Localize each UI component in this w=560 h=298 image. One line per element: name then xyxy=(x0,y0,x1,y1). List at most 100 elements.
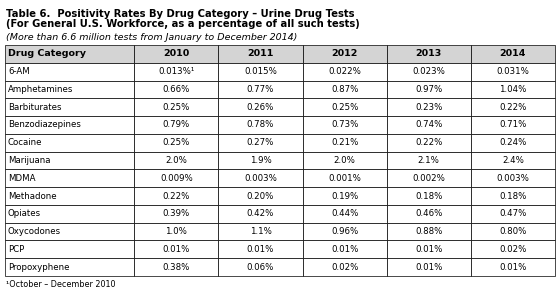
Bar xyxy=(471,134,555,152)
Text: Amphetamines: Amphetamines xyxy=(8,85,73,94)
Text: Oxycodones: Oxycodones xyxy=(8,227,61,236)
Text: 1.1%: 1.1% xyxy=(250,227,272,236)
Bar xyxy=(134,134,218,152)
Text: 0.87%: 0.87% xyxy=(331,85,358,94)
Text: 2011: 2011 xyxy=(248,49,274,58)
Text: 0.031%: 0.031% xyxy=(497,67,529,76)
Text: 0.18%: 0.18% xyxy=(415,192,442,201)
Bar xyxy=(5,205,134,223)
Text: Table 6.  Positivity Rates By Drug Category – Urine Drug Tests: Table 6. Positivity Rates By Drug Catego… xyxy=(6,9,354,19)
Text: 0.24%: 0.24% xyxy=(499,138,526,147)
Text: Drug Category: Drug Category xyxy=(8,49,86,58)
Text: 0.01%: 0.01% xyxy=(415,245,442,254)
Text: 0.78%: 0.78% xyxy=(247,120,274,129)
Bar xyxy=(471,63,555,80)
Text: 0.47%: 0.47% xyxy=(499,209,526,218)
Bar xyxy=(5,152,134,169)
Bar xyxy=(387,169,471,187)
Text: Cocaine: Cocaine xyxy=(8,138,43,147)
Text: 0.39%: 0.39% xyxy=(163,209,190,218)
Bar xyxy=(134,169,218,187)
Text: 0.42%: 0.42% xyxy=(247,209,274,218)
Bar xyxy=(5,116,134,134)
Text: 1.9%: 1.9% xyxy=(250,156,272,165)
Bar xyxy=(218,134,302,152)
Text: 2014: 2014 xyxy=(500,49,526,58)
Bar xyxy=(302,63,387,80)
Bar xyxy=(5,223,134,240)
Bar xyxy=(302,152,387,169)
Bar xyxy=(5,169,134,187)
Bar xyxy=(471,240,555,258)
Text: Opiates: Opiates xyxy=(8,209,41,218)
Text: 0.96%: 0.96% xyxy=(331,227,358,236)
Bar xyxy=(218,80,302,98)
Text: 0.44%: 0.44% xyxy=(331,209,358,218)
Bar xyxy=(471,98,555,116)
Bar xyxy=(5,258,134,276)
Text: 2.0%: 2.0% xyxy=(334,156,356,165)
Text: PCP: PCP xyxy=(8,245,24,254)
Bar xyxy=(302,98,387,116)
Bar xyxy=(387,205,471,223)
Bar xyxy=(471,152,555,169)
Text: 0.19%: 0.19% xyxy=(331,192,358,201)
Text: 0.01%: 0.01% xyxy=(162,245,190,254)
Text: 0.01%: 0.01% xyxy=(415,263,442,271)
Bar xyxy=(471,258,555,276)
Bar xyxy=(5,134,134,152)
Bar xyxy=(471,205,555,223)
Text: 2010: 2010 xyxy=(163,49,189,58)
Text: 0.80%: 0.80% xyxy=(499,227,526,236)
Bar xyxy=(471,116,555,134)
Text: 0.25%: 0.25% xyxy=(162,138,190,147)
Text: 1.04%: 1.04% xyxy=(499,85,526,94)
Bar xyxy=(218,187,302,205)
Bar xyxy=(218,169,302,187)
Text: 0.71%: 0.71% xyxy=(499,120,526,129)
Text: 2012: 2012 xyxy=(332,49,358,58)
Bar xyxy=(218,63,302,80)
Text: 0.02%: 0.02% xyxy=(331,263,358,271)
Bar xyxy=(134,63,218,80)
Bar xyxy=(5,45,134,63)
Text: 1.0%: 1.0% xyxy=(165,227,187,236)
Text: Benzodiazepines: Benzodiazepines xyxy=(8,120,81,129)
Text: 0.20%: 0.20% xyxy=(247,192,274,201)
Text: 0.73%: 0.73% xyxy=(331,120,358,129)
Bar xyxy=(387,258,471,276)
Text: 0.26%: 0.26% xyxy=(247,103,274,112)
Bar xyxy=(302,240,387,258)
Text: 2.1%: 2.1% xyxy=(418,156,440,165)
Bar xyxy=(134,205,218,223)
Bar xyxy=(5,63,134,80)
Bar xyxy=(387,98,471,116)
Bar xyxy=(218,240,302,258)
Bar xyxy=(5,80,134,98)
Text: 0.013%¹: 0.013%¹ xyxy=(158,67,194,76)
Text: 2.4%: 2.4% xyxy=(502,156,524,165)
Bar xyxy=(387,45,471,63)
Bar xyxy=(302,223,387,240)
Text: 0.009%: 0.009% xyxy=(160,174,193,183)
Text: 0.023%: 0.023% xyxy=(412,67,445,76)
Bar xyxy=(5,187,134,205)
Text: 0.97%: 0.97% xyxy=(415,85,442,94)
Bar xyxy=(302,258,387,276)
Bar xyxy=(134,98,218,116)
Text: Barbiturates: Barbiturates xyxy=(8,103,62,112)
Text: 0.88%: 0.88% xyxy=(415,227,442,236)
Text: 0.18%: 0.18% xyxy=(499,192,526,201)
Text: 0.79%: 0.79% xyxy=(163,120,190,129)
Text: 0.002%: 0.002% xyxy=(412,174,445,183)
Bar xyxy=(5,98,134,116)
Text: 0.003%: 0.003% xyxy=(497,174,529,183)
Bar xyxy=(302,205,387,223)
Text: 0.38%: 0.38% xyxy=(162,263,190,271)
Bar xyxy=(218,98,302,116)
Bar xyxy=(302,134,387,152)
Bar xyxy=(387,134,471,152)
Bar xyxy=(387,223,471,240)
Bar xyxy=(134,240,218,258)
Bar xyxy=(387,152,471,169)
